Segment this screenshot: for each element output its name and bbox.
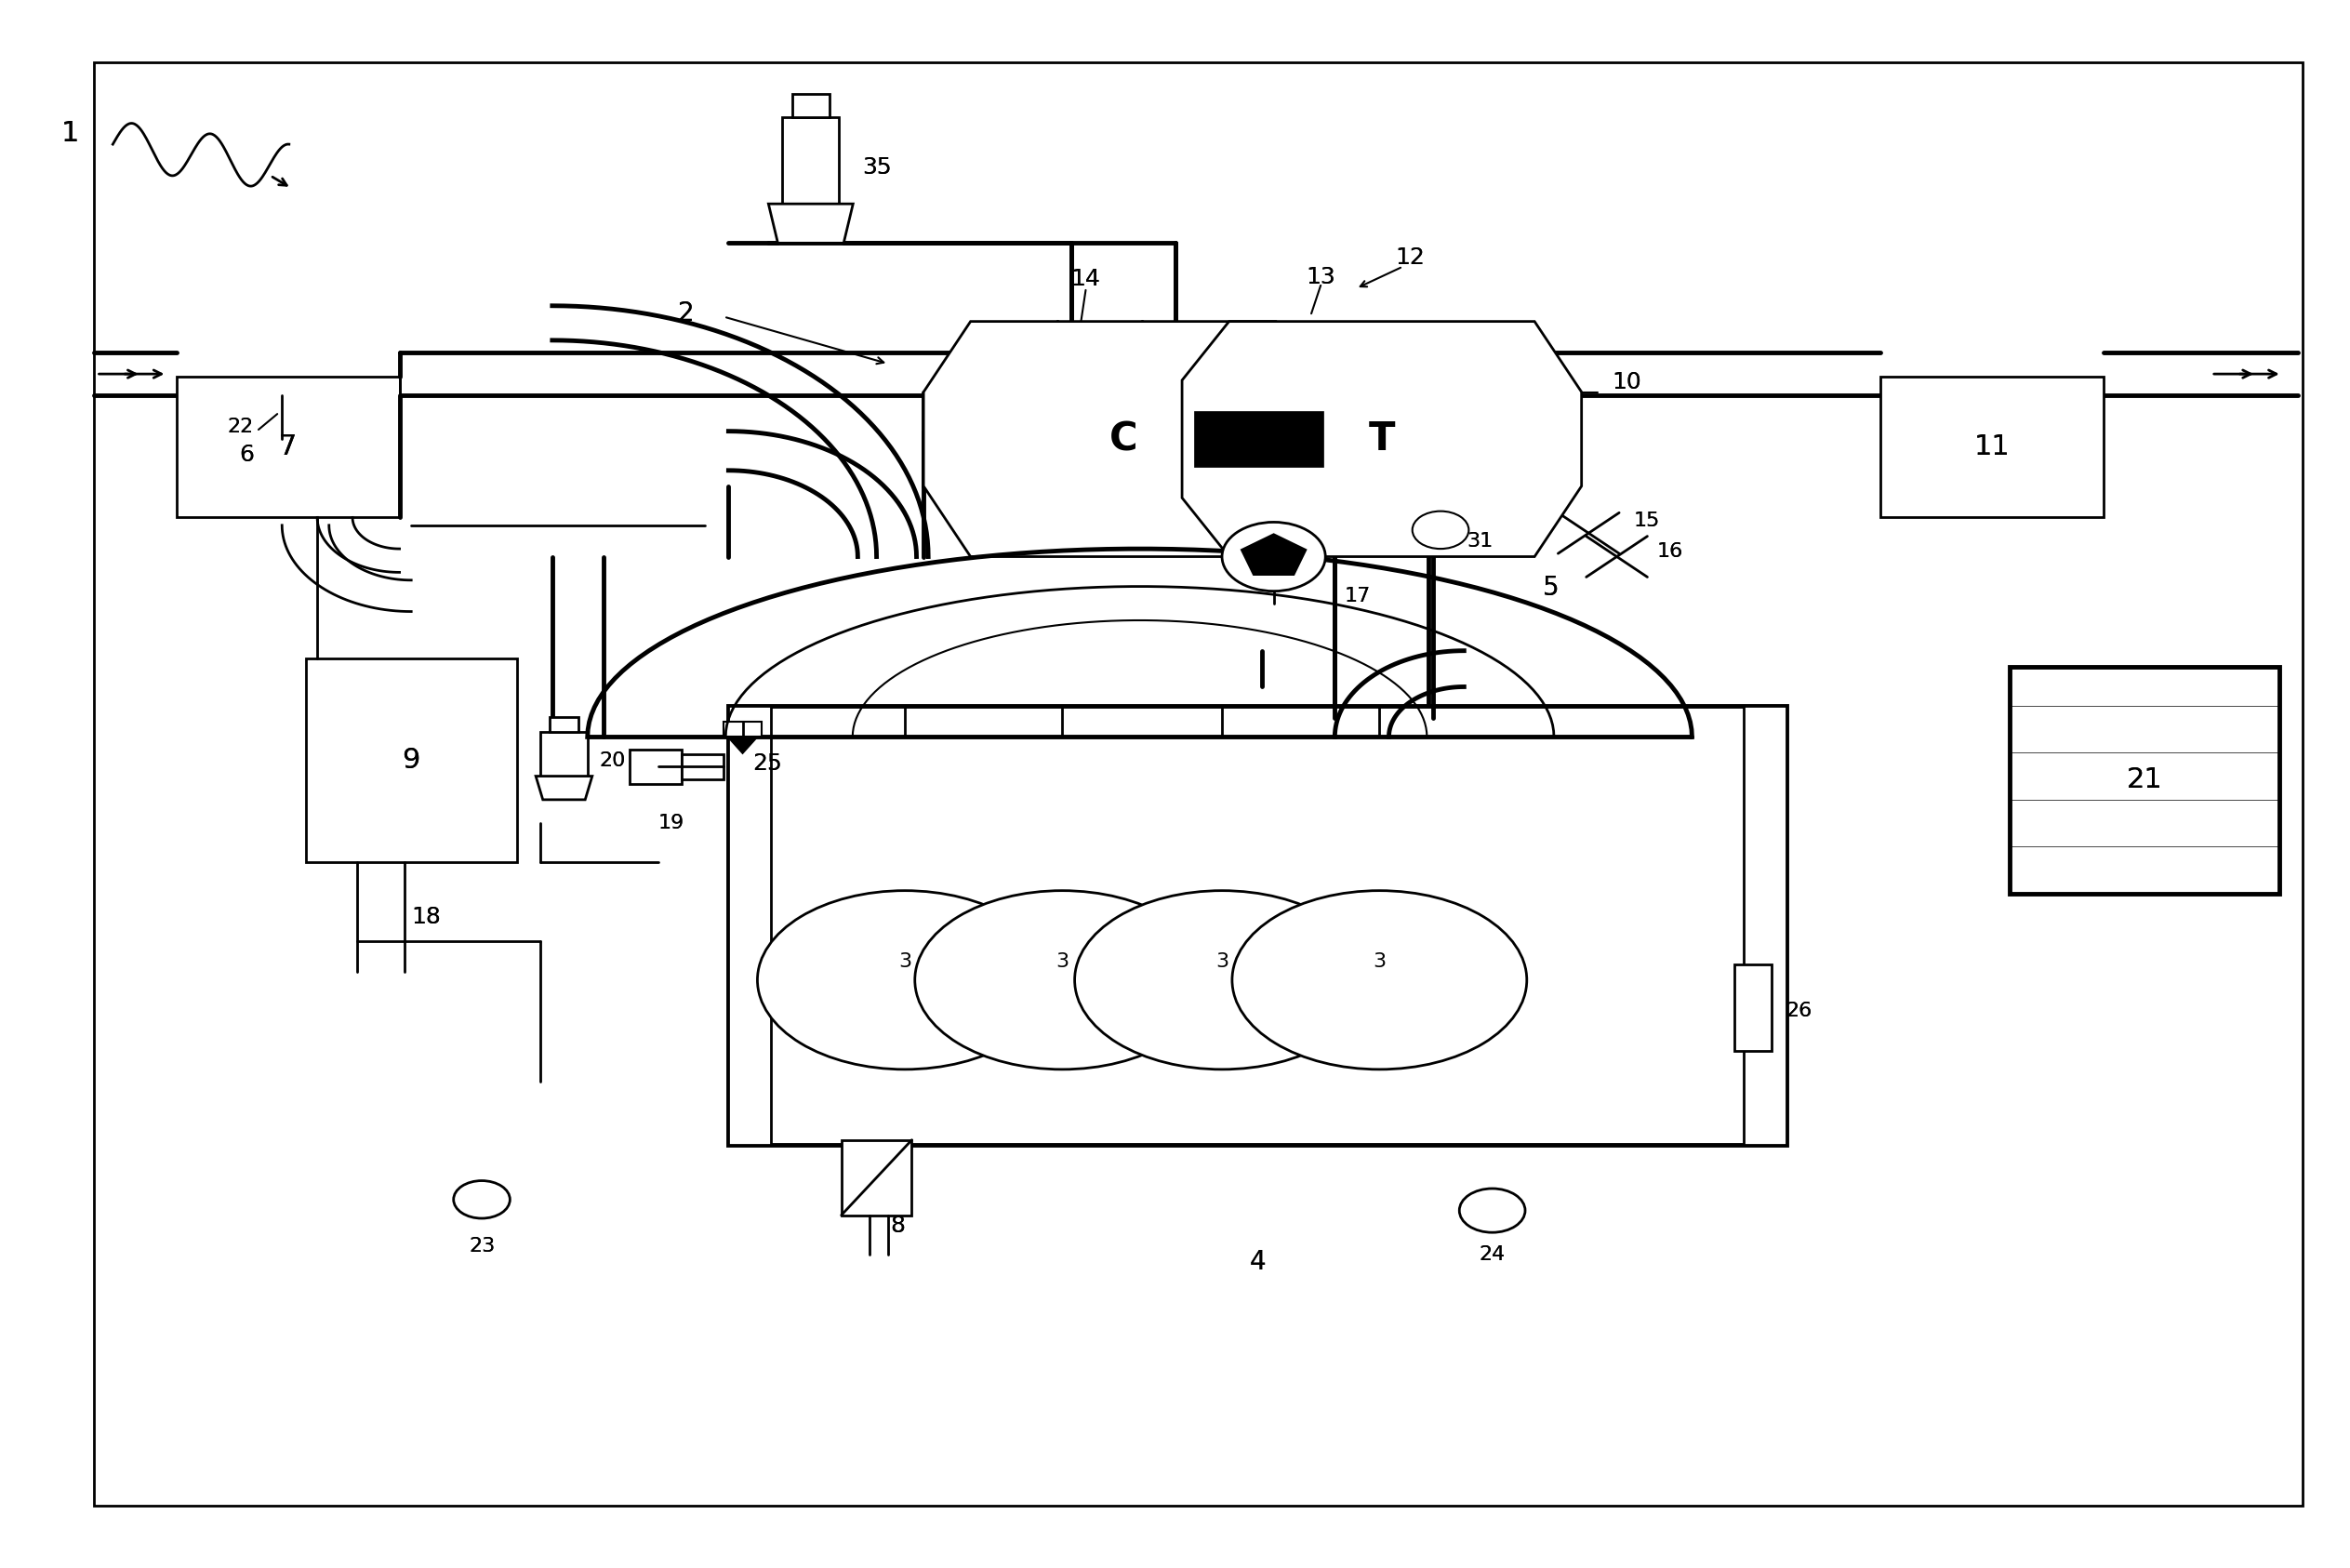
Polygon shape (1182, 321, 1582, 557)
Text: 25: 25 (752, 753, 783, 775)
Text: 5: 5 (1544, 575, 1558, 601)
Text: 11: 11 (1974, 433, 2009, 461)
Text: 19: 19 (658, 814, 684, 833)
Ellipse shape (1074, 891, 1370, 1069)
Bar (630, 750, 682, 784)
Text: 1: 1 (61, 119, 80, 147)
Text: 3: 3 (1055, 952, 1069, 971)
Text: 16: 16 (1657, 543, 1683, 561)
Bar (176, 376, 400, 517)
Text: 2: 2 (679, 301, 693, 326)
Text: 14: 14 (1072, 268, 1100, 290)
Text: 22: 22 (228, 417, 254, 436)
Text: 3: 3 (1372, 952, 1386, 971)
Text: 12: 12 (1396, 246, 1424, 268)
Text: 13: 13 (1307, 267, 1335, 289)
Text: 17: 17 (1344, 586, 1370, 605)
Text: 22: 22 (228, 417, 254, 436)
Text: 1: 1 (61, 119, 80, 147)
Bar (792, 94, 830, 118)
Bar (783, 118, 839, 204)
Text: 26: 26 (1786, 1002, 1812, 1021)
Text: 7: 7 (280, 433, 296, 461)
Bar (682, 754, 724, 779)
Bar (1194, 411, 1323, 467)
Text: 31: 31 (1466, 532, 1492, 550)
Text: 19: 19 (658, 814, 684, 833)
Text: 31: 31 (1466, 532, 1492, 550)
Bar (1880, 376, 2103, 517)
Bar (1744, 706, 1786, 1145)
Polygon shape (768, 204, 853, 243)
Bar (550, 717, 578, 732)
Bar (728, 706, 1786, 1145)
Circle shape (1412, 511, 1469, 549)
Bar (841, 1140, 912, 1215)
Polygon shape (1241, 533, 1307, 575)
Text: 11: 11 (1974, 433, 2009, 461)
Text: 9: 9 (402, 746, 421, 775)
Text: 15: 15 (1633, 511, 1659, 530)
Circle shape (1459, 1189, 1525, 1232)
Ellipse shape (914, 891, 1210, 1069)
Text: 15: 15 (1633, 511, 1659, 530)
Bar (306, 659, 517, 862)
Bar (540, 732, 588, 776)
Text: 18: 18 (411, 906, 442, 928)
Polygon shape (728, 737, 757, 753)
Bar (1034, 1004, 1053, 1013)
Bar (1734, 964, 1772, 1051)
Text: 17: 17 (1344, 586, 1370, 605)
Bar (724, 721, 761, 737)
Text: 2: 2 (679, 301, 693, 326)
Text: 20: 20 (599, 751, 625, 770)
Text: 4: 4 (1250, 1250, 1264, 1275)
Text: 3: 3 (898, 952, 912, 971)
Text: 26: 26 (1786, 1002, 1812, 1021)
Text: 12: 12 (1396, 246, 1424, 268)
Text: 5: 5 (1544, 575, 1558, 601)
Text: 6: 6 (240, 444, 254, 466)
Text: 24: 24 (1478, 1245, 1506, 1264)
Text: 6: 6 (240, 444, 254, 466)
Text: 13: 13 (1307, 267, 1335, 289)
Text: 8: 8 (891, 1215, 905, 1237)
Text: 8: 8 (891, 1215, 905, 1237)
Bar (1194, 1004, 1213, 1013)
Bar (877, 1004, 895, 1013)
Text: C: C (1109, 420, 1137, 458)
Circle shape (1222, 522, 1325, 591)
Text: 35: 35 (862, 157, 893, 179)
Bar (2009, 666, 2280, 894)
Text: 16: 16 (1657, 543, 1683, 561)
Circle shape (454, 1181, 510, 1218)
Text: 23: 23 (468, 1237, 496, 1256)
Ellipse shape (1231, 891, 1528, 1069)
Text: 10: 10 (1612, 372, 1640, 394)
Text: 20: 20 (599, 751, 625, 770)
Text: 18: 18 (411, 906, 442, 928)
Text: T: T (1368, 420, 1396, 458)
Text: 3: 3 (1215, 952, 1229, 971)
Text: 7: 7 (280, 433, 296, 461)
Text: 14: 14 (1072, 268, 1100, 290)
Text: 21: 21 (2127, 767, 2162, 793)
Ellipse shape (757, 891, 1053, 1069)
Polygon shape (924, 321, 1323, 557)
Polygon shape (536, 776, 592, 800)
Text: 23: 23 (468, 1237, 496, 1256)
Text: 10: 10 (1612, 372, 1640, 394)
Text: 25: 25 (752, 753, 783, 775)
Text: 24: 24 (1478, 1245, 1506, 1264)
Bar (1351, 1004, 1370, 1013)
Text: 4: 4 (1250, 1250, 1264, 1275)
Text: 35: 35 (862, 157, 893, 179)
Text: 9: 9 (402, 746, 421, 775)
Text: 21: 21 (2127, 767, 2162, 793)
Bar (728, 706, 771, 1145)
